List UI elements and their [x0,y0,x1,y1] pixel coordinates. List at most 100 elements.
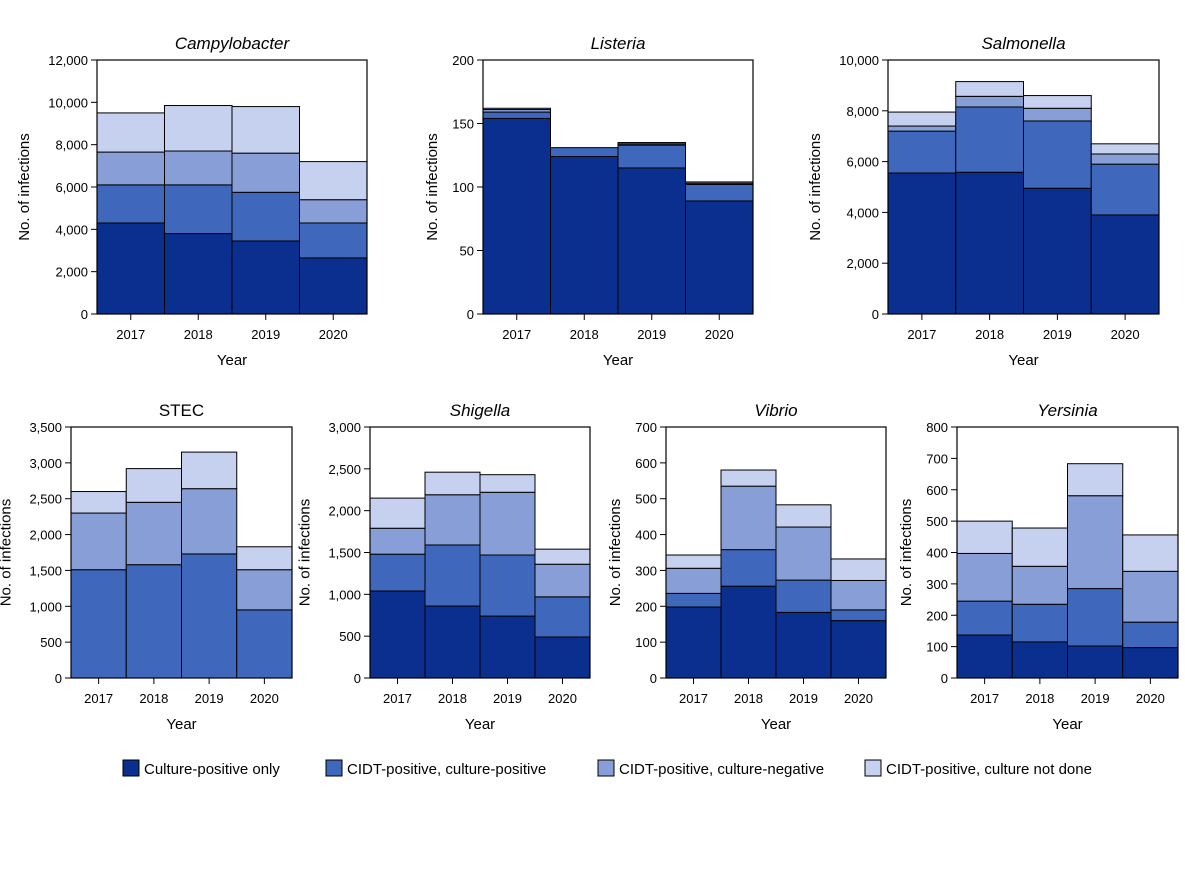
x-axis-label: Year [217,352,247,369]
x-axis-label: Year [761,716,791,733]
bar-segment-2017-2: CIDT-positive, culture-positive: 5 [482,111,551,119]
y-tick-label: 150 [452,117,474,132]
y-tick-label: 1,000 [29,599,62,614]
x-tick-label: 2017 [502,327,531,342]
bar-segment-2018-1: Culture-positive only: 3800 [164,233,233,315]
chart-title: Shigella [450,401,511,420]
bar-segment-2019-4: CIDT-positive, culture not done: 102 [1067,463,1124,497]
bar-segment-2019-3: CIDT-positive, culture-negative: 500 [1023,107,1092,122]
chart-stec: CIDT-positive, culture-positive: 1510CID… [0,401,293,733]
bar-segment-2020-2: CIDT-positive, culture-positive: 480 [534,596,591,638]
y-axis-label: No. of infections [16,133,33,241]
bar-segment-2020-4: CIDT-positive, culture not done: 116 [1122,534,1179,572]
bar-segment-2020-2: CIDT-positive, culture-positive: 30 [830,609,887,622]
bar-segment-2020-4: CIDT-positive, culture not done: 60 [830,558,887,581]
y-tick-label: 4,000 [55,222,88,237]
y-tick-label: 10,000 [839,53,879,68]
y-tick-label: 800 [926,420,948,435]
bar-segment-2018-4: CIDT-positive, culture not done: 122 [1011,527,1068,567]
y-tick-label: 2,500 [328,462,361,477]
bar-segment-2018-4: CIDT-positive, culture not done: 2150 [164,105,233,152]
bar-segment-2018-2: CIDT-positive, culture-positive: 2300 [164,184,233,235]
x-tick-label: 2017 [970,691,999,706]
bar-segment-2019-2: CIDT-positive, culture-positive: 1730 [181,553,238,679]
y-tick-label: 400 [926,546,948,561]
bar-segment-2019-1: Culture-positive only: 102 [1067,645,1124,679]
x-tick-label: 2020 [844,691,873,706]
legend-swatch-1 [122,759,140,777]
bar-segment-2019-1: Culture-positive only: 740 [479,615,536,679]
plot-border [70,426,293,679]
x-axis-label: Year [603,352,633,369]
bar-segment-2020-2: CIDT-positive, culture-positive: 81 [1122,621,1179,649]
y-tick-label: 500 [635,492,657,507]
bar-segment-2019-1: Culture-positive only: 183 [775,611,832,679]
y-tick-label: 500 [926,514,948,529]
legend-label-1: Culture-positive only [144,761,280,778]
bar-segment-2019-2: CIDT-positive, culture-positive: 18 [617,144,686,169]
bar-segment-2018-2: CIDT-positive, culture-positive: 7 [550,147,619,158]
bar-segment-2020-3: CIDT-positive, culture-negative: 390 [534,563,591,598]
bar-segment-2019-3: CIDT-positive, culture-negative: 148 [775,526,832,581]
y-tick-label: 300 [926,577,948,592]
bar-segment-2017-3: CIDT-positive, culture-negative: 310 [369,527,426,555]
chart-yersinia: Culture-positive only: 137 CIDT-positive,… [898,401,1179,733]
bar-segment-2017-4: CIDT-positive, culture not done: 300 [70,491,127,514]
bar-segment-2017-1: Culture-positive only: 5550 [887,172,957,315]
y-tick-label: 8,000 [55,138,88,153]
bar-segment-2018-3: CIDT-positive, culture-negative: 177 [720,485,777,551]
bar-segment-2018-1: Culture-positive only: 124 [550,156,619,315]
x-tick-label: 2018 [975,327,1004,342]
y-axis-label: No. of infections [0,499,15,607]
chart-title: Campylobacter [175,34,291,53]
bar-segment-2020-4: CIDT-positive, culture not done: 180 [534,548,591,565]
y-tick-label: 4,000 [846,205,879,220]
x-tick-label: 2020 [1111,327,1140,342]
x-tick-label: 2017 [116,327,145,342]
bar-segment-2019-2: CIDT-positive, culture-positive: 2300 [231,191,300,242]
x-tick-label: 2018 [570,327,599,342]
bar-segment-2020-1: Culture-positive only: 89 [685,200,754,315]
x-tick-label: 2018 [184,327,213,342]
y-tick-label: 1,500 [328,546,361,561]
chart-salmonella: Culture-positive only: 5550 CIDT-positive… [807,34,1160,369]
x-axis-label: Year [465,716,495,733]
y-tick-label: 100 [926,640,948,655]
y-tick-label: 3,000 [29,456,62,471]
y-tick-label: 0 [354,671,361,686]
bar-segment-2020-4: CIDT-positive, culture not done: 1800 [299,161,368,201]
bar-segment-2019-4: CIDT-positive, culture not done: 62 [775,504,832,528]
y-tick-label: 200 [926,608,948,623]
bar-segment-2017-4: CIDT-positive, culture not done: 360 [369,497,426,529]
y-tick-label: 100 [635,635,657,650]
chart-title: Listeria [591,34,646,53]
chart-title: STEC [159,401,204,420]
y-tick-label: 3,000 [328,420,361,435]
bar-segment-2020-2: CIDT-positive, culture-positive: 1650 [299,222,368,259]
y-tick-label: 0 [55,671,62,686]
plot-border [665,426,887,679]
x-axis-label: Year [1008,352,1038,369]
y-tick-label: 0 [872,307,879,322]
bar-segment-2020-1: Culture-positive only: 2650 [299,257,368,315]
y-tick-label: 50 [460,244,474,259]
y-tick-label: 2,000 [55,265,88,280]
x-tick-label: 2018 [734,691,763,706]
bar-segment-2020-3: CIDT-positive, culture-negative: 1100 [299,199,368,224]
bar-segment-2019-1: Culture-positive only: 3450 [231,240,300,315]
bar-segment-2018-3: CIDT-positive, culture-negative: 420 [955,95,1024,108]
bar-segment-2020-1: Culture-positive only: 3900 [1090,214,1160,315]
bar-segment-2019-3: CIDT-positive, culture-negative: 296 [1067,495,1124,590]
bar-segment-2018-4: CIDT-positive, culture not done: 470 [125,468,182,503]
x-tick-label: 2018 [139,691,168,706]
legend-swatch-2 [325,759,343,777]
bar-segment-2020-4: CIDT-positive, culture not done: 1 [685,181,754,184]
y-tick-label: 2,000 [328,504,361,519]
bar-segment-2017-1: Culture-positive only: 137 [956,634,1013,679]
bar-segment-2017-2: CIDT-positive, culture-positive: 38 [665,592,722,608]
x-tick-label: 2020 [250,691,279,706]
x-tick-label: 2017 [383,691,412,706]
bar-segment-2017-4: CIDT-positive, culture not done: 1850 [96,112,165,153]
chart-listeria: Culture-positive only: 154CIDT-positive,… [424,34,754,369]
x-tick-label: 2019 [251,327,280,342]
